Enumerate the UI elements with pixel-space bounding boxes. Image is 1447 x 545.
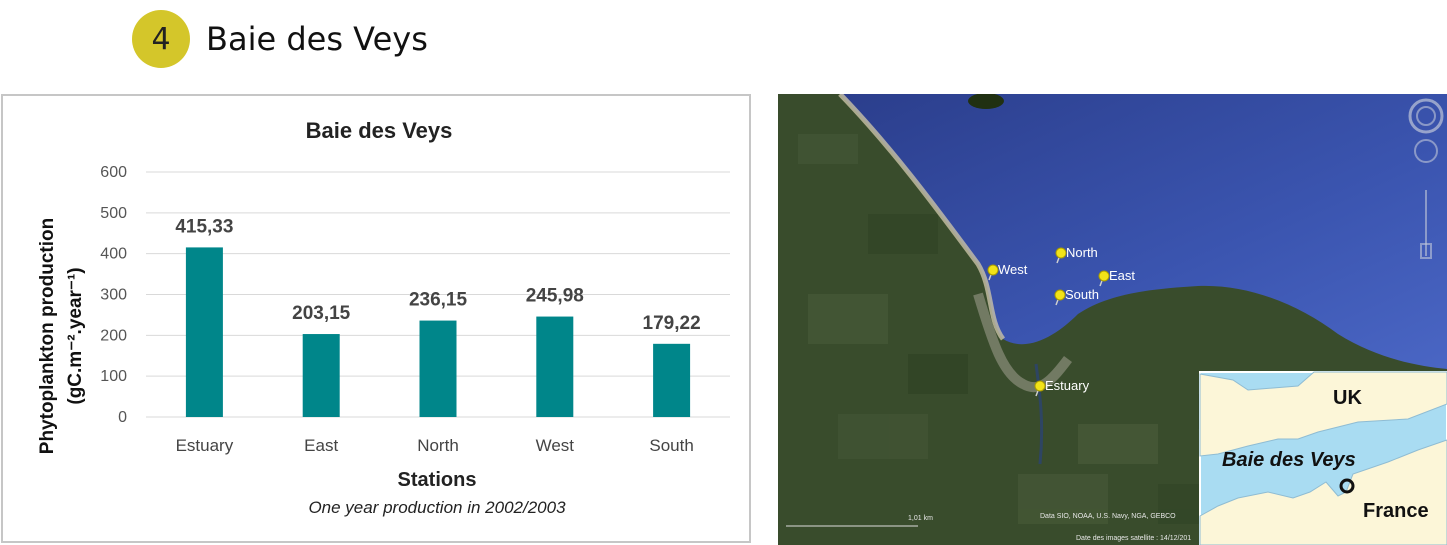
section-number-badge: 4 [132, 10, 190, 68]
x-category-label: North [417, 436, 459, 455]
y-axis-ticks: 0 100 200 300 400 500 600 [100, 164, 127, 426]
x-category-label: East [304, 436, 338, 455]
y-tick-label: 0 [118, 409, 127, 426]
y-tick-label: 100 [100, 368, 127, 385]
river [1034, 363, 1044, 465]
station-pin[interactable]: Estuary [1034, 378, 1090, 397]
y-axis-label-main: Phytoplankton production [37, 218, 58, 454]
x-axis-categories: Estuary East North West South [176, 436, 694, 455]
x-category-label: Estuary [176, 436, 234, 455]
chart-title: Baie des Veys [306, 118, 453, 143]
inset-label-uk: UK [1333, 387, 1362, 409]
x-category-label: West [536, 436, 575, 455]
map-navigation-controls[interactable] [1408, 98, 1444, 259]
beach-line [838, 94, 1006, 341]
locator-inset-map: UK Baie des Veys France [1199, 371, 1447, 545]
station-label: South [1065, 287, 1099, 302]
map-image-date: Date des images satellite : 14/12/201 [1076, 535, 1191, 542]
section-heading: 4 Baie des Veys [132, 10, 428, 68]
data-label: 236,15 [409, 290, 468, 311]
y-axis-label-unit: (gC.m⁻².year⁻¹) [65, 267, 86, 404]
section-title: Baie des Veys [206, 20, 428, 58]
station-pins[interactable]: West North South East Estuary [987, 245, 1135, 397]
bar-chart: Baie des Veys 0 100 200 300 400 500 600 415,33… [37, 118, 730, 517]
bar [653, 343, 691, 417]
x-axis-label: Stations [398, 469, 477, 491]
bay-location-marker [1339, 478, 1355, 494]
station-pin[interactable]: East [1098, 268, 1135, 287]
station-pin[interactable]: West [987, 262, 1028, 281]
satellite-map[interactable]: West North South East Estuary 1,01 km Data S… [778, 94, 1447, 545]
station-label: East [1109, 268, 1135, 283]
x-category-label: South [649, 436, 693, 455]
bar [419, 320, 457, 417]
bar [536, 316, 574, 417]
bars [185, 247, 691, 417]
data-label: 203,15 [292, 303, 351, 324]
bar [302, 334, 340, 417]
map-graphic: West North South East Estuary 1,01 km Data S… [778, 94, 1447, 545]
y-axis-label: Phytoplankton production (gC.m⁻².year⁻¹) [37, 218, 86, 454]
map-credit: Data SIO, NOAA, U.S. Navy, NGA, GEBCO [1040, 513, 1176, 520]
inset-label-france: France [1363, 500, 1429, 522]
y-tick-label: 400 [100, 246, 127, 263]
island [968, 94, 1004, 109]
chart-note: One year production in 2002/2003 [308, 498, 566, 517]
y-tick-label: 600 [100, 164, 127, 181]
estuary-flats [973, 292, 1072, 393]
y-tick-label: 500 [100, 205, 127, 222]
y-tick-label: 200 [100, 327, 127, 344]
y-tick-label: 300 [100, 287, 127, 304]
station-pin[interactable]: South [1054, 287, 1099, 306]
station-pin[interactable]: North [1055, 245, 1098, 264]
map-scale-label: 1,01 km [908, 515, 933, 522]
data-labels: 415,33 203,15 236,15 245,98 179,22 [175, 216, 700, 333]
inset-label-bay: Baie des Veys [1222, 449, 1356, 471]
data-label: 179,22 [643, 313, 701, 334]
station-label: North [1066, 245, 1098, 260]
bar [185, 247, 223, 417]
chart-panel: Baie des Veys 0 100 200 300 400 500 600 415,33… [1, 94, 751, 543]
station-label: Estuary [1045, 378, 1090, 393]
station-label: West [998, 262, 1028, 277]
data-label: 245,98 [526, 286, 584, 307]
data-label: 415,33 [175, 216, 233, 237]
